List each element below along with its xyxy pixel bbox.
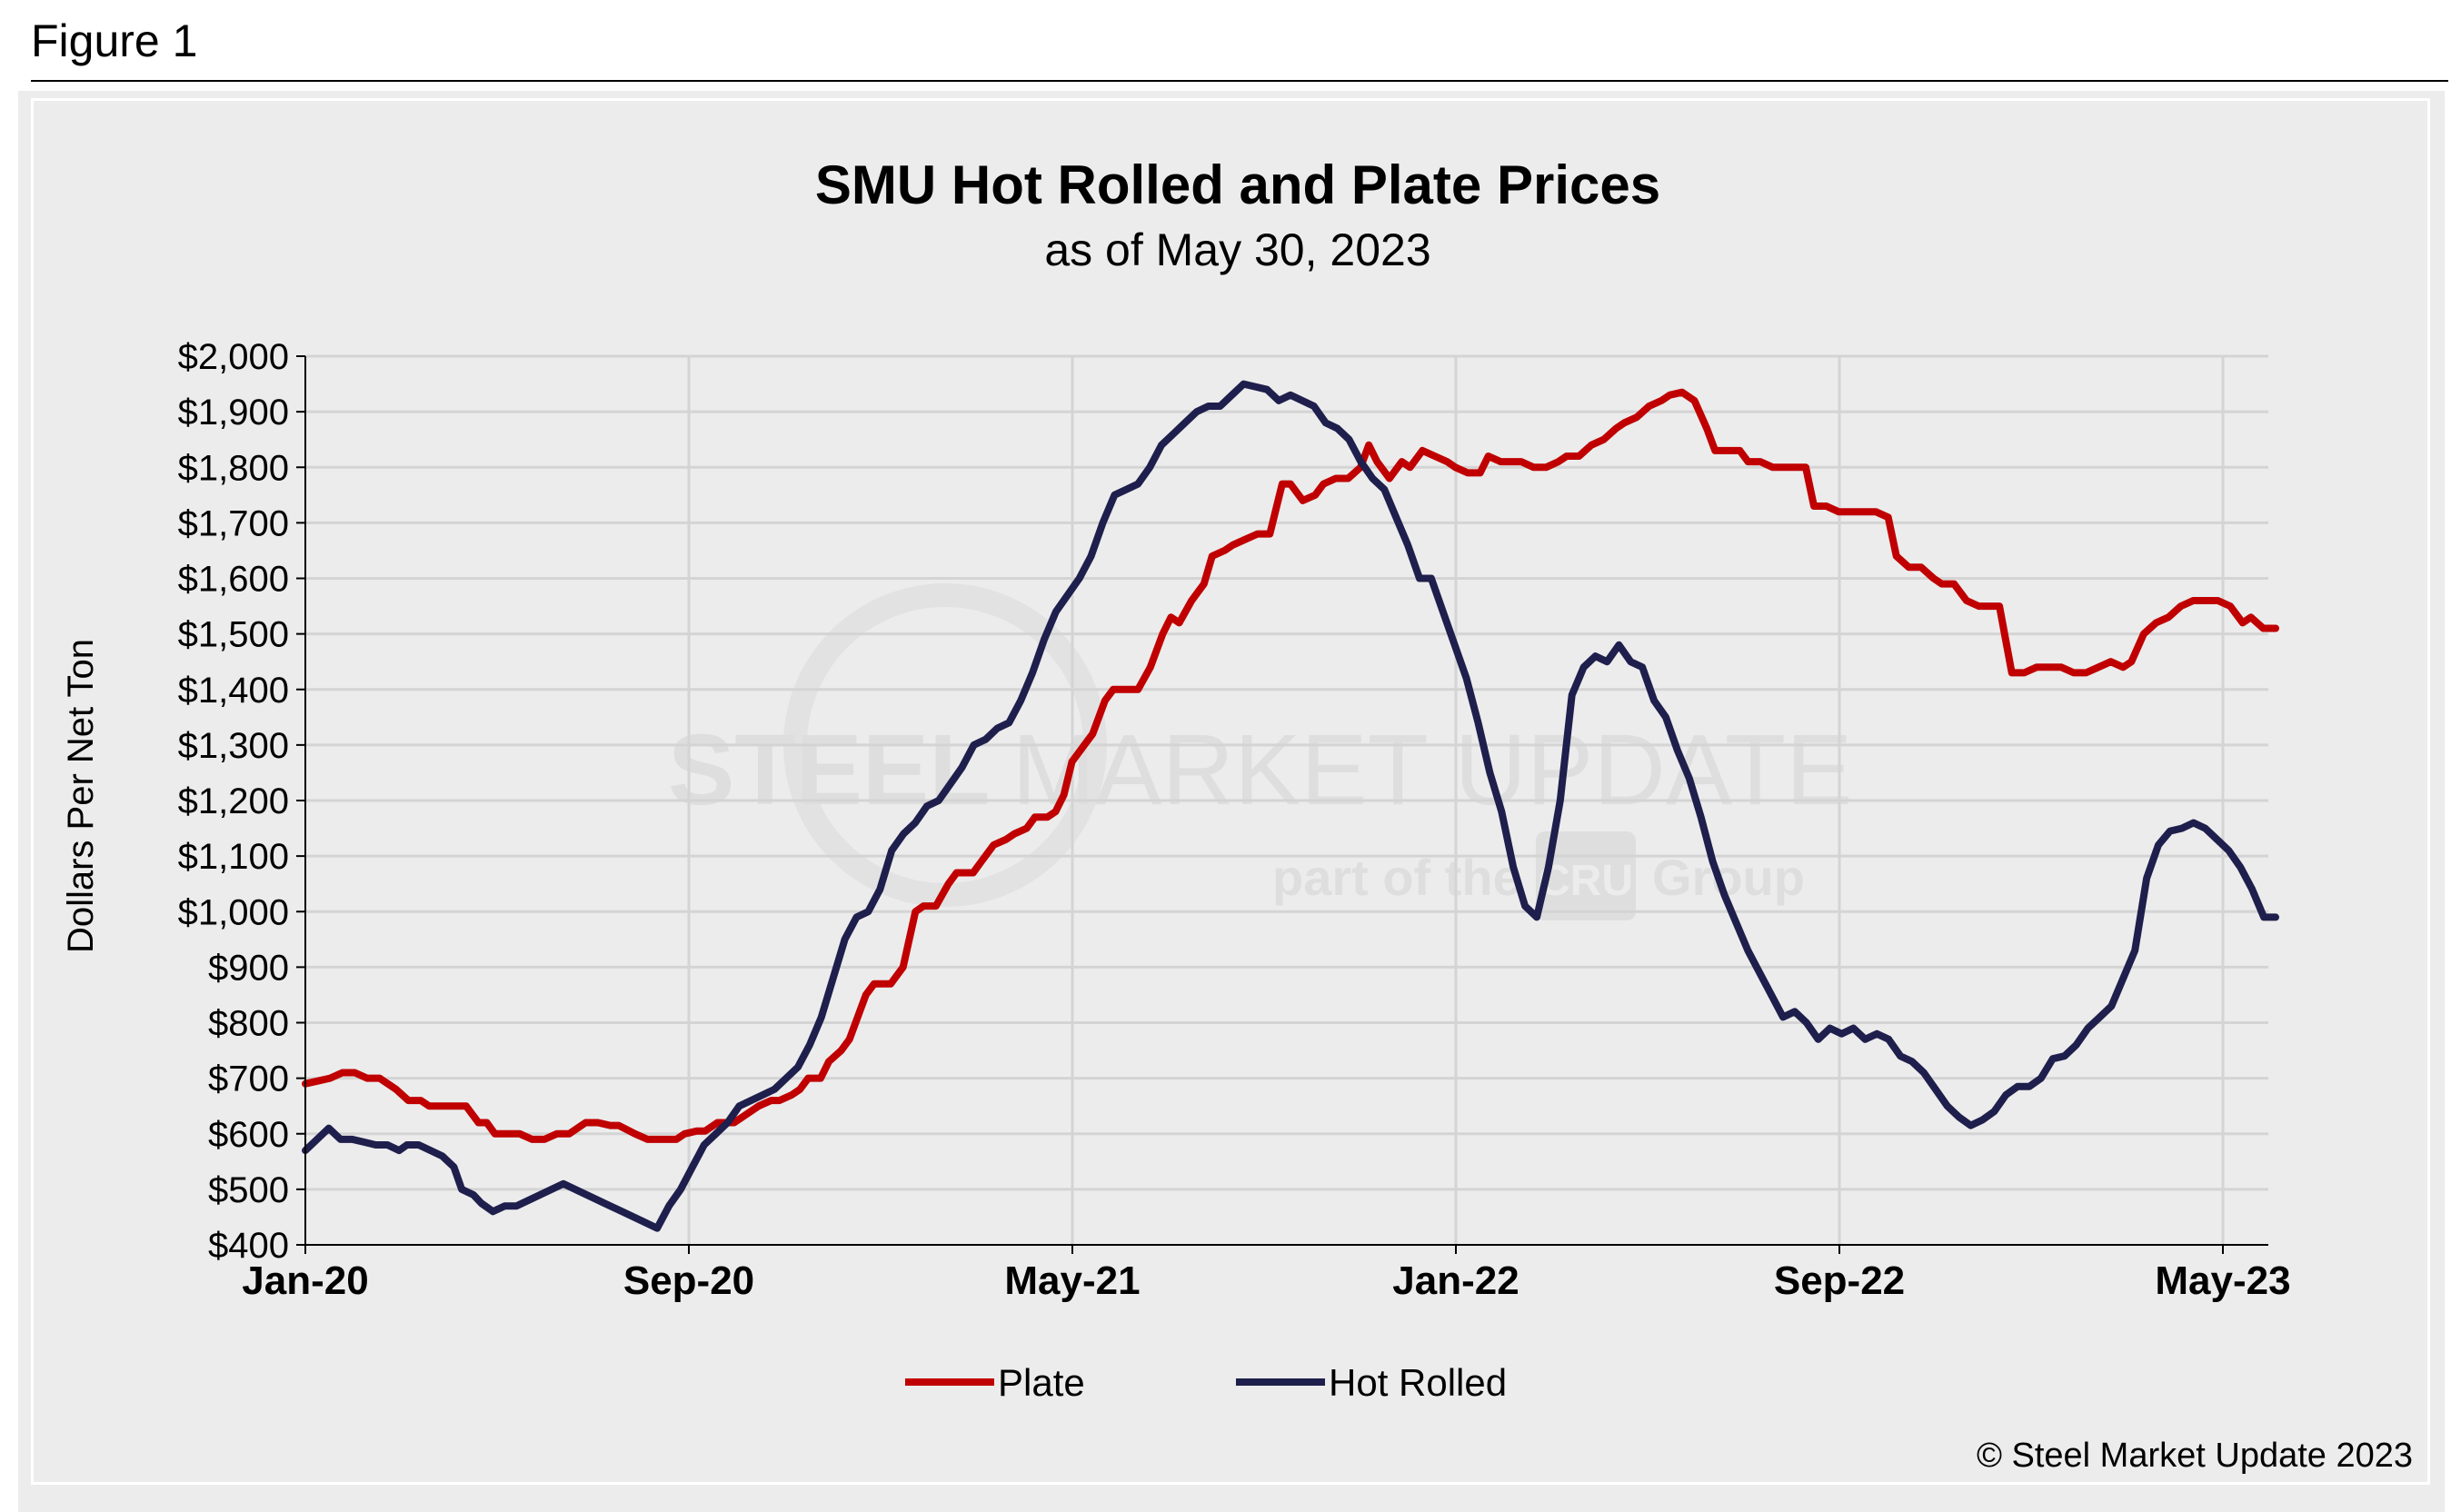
y-axis-title: Dollars Per Net Ton xyxy=(61,639,101,953)
watermark-title: STEEL MARKET UPDATE xyxy=(668,714,1852,826)
watermark-badge-text: CRU xyxy=(1539,857,1633,905)
series-line-plate xyxy=(302,388,2279,1143)
y-tick-label: $1,600 xyxy=(178,560,289,600)
y-tick-label: $1,400 xyxy=(178,671,289,711)
y-tick-label: $1,700 xyxy=(178,503,289,543)
watermark-sub-prefix: part of the xyxy=(1272,849,1521,906)
y-tick-label: $1,300 xyxy=(178,726,289,766)
series-layer xyxy=(302,380,2279,1232)
watermark: STEEL MARKET UPDATE part of the CRU Group xyxy=(668,583,1852,920)
y-tick-label: $1,900 xyxy=(178,393,289,433)
chart-subtitle: as of May 30, 2023 xyxy=(1044,224,1430,275)
y-tick-label: $1,000 xyxy=(178,892,289,932)
y-tick-label: $1,800 xyxy=(178,448,289,488)
y-axis-ticks: $400 $500 $600 $700 $800 $900 $1,000 $1,100 $1,2… xyxy=(178,337,305,1266)
x-tick-label: Sep-22 xyxy=(1774,1258,1905,1303)
x-tick-label: Jan-22 xyxy=(1392,1258,1519,1303)
legend-label-plate: Plate xyxy=(998,1361,1085,1404)
watermark-badge xyxy=(1536,831,1636,920)
chart-title: SMU Hot Rolled and Plate Prices xyxy=(815,154,1660,215)
watermark-main-light: MARKET UPDATE xyxy=(1012,714,1853,826)
x-tick-label: Sep-20 xyxy=(623,1258,754,1303)
x-tick-label: May-23 xyxy=(2155,1258,2290,1303)
y-tick-label: $1,500 xyxy=(178,615,289,655)
x-tick-label: May-21 xyxy=(1004,1258,1140,1303)
y-tick-label: $400 xyxy=(208,1226,289,1266)
legend: Plate Hot Rolled xyxy=(905,1361,1507,1404)
y-tick-label: $1,100 xyxy=(178,837,289,877)
grid xyxy=(305,354,2268,1245)
figure-label: Figure 1 xyxy=(31,15,198,66)
y-tick-label: $1,200 xyxy=(178,781,289,821)
chart-frame xyxy=(31,98,2430,1485)
figure-divider xyxy=(31,80,2448,82)
y-tick-label: $600 xyxy=(208,1115,289,1155)
y-tick-label: $500 xyxy=(208,1170,289,1210)
watermark-subtitle: part of the xyxy=(1272,849,1521,906)
copyright-note: © Steel Market Update 2023 xyxy=(1977,1437,2413,1475)
y-tick-label: $900 xyxy=(208,948,289,988)
x-axis-ticks: Jan-20 Sep-20 May-21 Jan-22 Sep-22 May-23 xyxy=(242,1245,2291,1303)
series-line-hot-rolled xyxy=(302,380,2279,1232)
y-tick-label: $800 xyxy=(208,1004,289,1044)
watermark-main-bold: STEEL xyxy=(668,714,991,826)
legend-label-hot-rolled: Hot Rolled xyxy=(1329,1361,1507,1404)
y-tick-label: $2,000 xyxy=(178,337,289,377)
y-tick-label: $700 xyxy=(208,1059,289,1099)
x-tick-label: Jan-20 xyxy=(242,1258,368,1303)
